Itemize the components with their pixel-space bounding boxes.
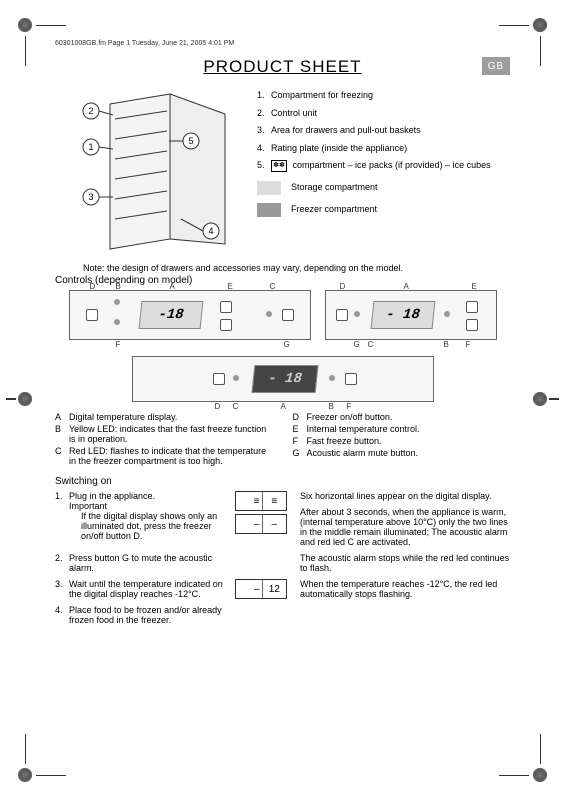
control-panel-3: - 18 D C A B F <box>132 356 434 402</box>
step-4: Place food to be frozen and/or already f… <box>69 605 225 625</box>
step-3-right: When the temperature reaches -12°C, the … <box>300 579 510 599</box>
page-title: PRODUCT SHEET <box>203 57 361 77</box>
storage-swatch <box>257 181 281 195</box>
part-3: Area for drawers and pull-out baskets <box>271 124 421 138</box>
svg-text:4: 4 <box>208 226 213 236</box>
control-panels: D B A E C -18 F G D A E <box>55 290 510 402</box>
freezer-swatch <box>257 203 281 217</box>
storage-label: Storage compartment <box>291 181 378 195</box>
freezer-label: Freezer compartment <box>291 203 377 217</box>
switch-r2: After about 3 seconds, when the applianc… <box>300 507 510 547</box>
display-1: -18 <box>138 301 203 329</box>
part-4: Rating plate (inside the appliance) <box>271 142 407 156</box>
display-2: - 18 <box>370 301 435 329</box>
step-1: Plug in the appliance. <box>69 491 155 501</box>
svg-text:1: 1 <box>88 142 93 152</box>
step-3: Wait until the temperature indicated on … <box>69 579 225 599</box>
parts-legend: 1.Compartment for freezing 2.Control uni… <box>257 89 510 259</box>
print-meta: 60301008GB.fm Page 1 Tuesday, June 21, 2… <box>55 40 510 47</box>
part-2: Control unit <box>271 107 317 121</box>
step-2-right: The acoustic alarm stops while the red l… <box>300 553 510 573</box>
ice-icon: ✽✽ <box>271 160 287 172</box>
step-2: Press button G to mute the acoustic alar… <box>69 553 225 573</box>
controls-heading: Controls (depending on model) <box>55 275 510 286</box>
switching-on: Switching on 1.Plug in the appliance. Im… <box>55 476 510 625</box>
svg-text:3: 3 <box>88 192 93 202</box>
switching-heading: Switching on <box>55 476 510 487</box>
control-panel-2: D A E - 18 G C B F <box>325 290 497 340</box>
controls-key: ADigital temperature display. BYellow LE… <box>55 412 510 468</box>
step-1-important-text: If the digital display shows only an ill… <box>55 511 225 541</box>
switch-r1: Six horizontal lines appear on the digit… <box>300 491 510 501</box>
mini-display-lines: ≡≡ <box>235 491 287 511</box>
part-5: compartment – ice packs (if provided) – … <box>290 160 491 170</box>
mini-display-12: –12 <box>235 579 287 599</box>
svg-text:2: 2 <box>88 106 93 116</box>
part-1: Compartment for freezing <box>271 89 373 103</box>
display-3: - 18 <box>251 365 318 393</box>
control-panel-1: D B A E C -18 F G <box>69 290 311 340</box>
freezer-diagram: 2 1 3 5 4 <box>55 89 245 259</box>
mini-display-mid: –– <box>235 514 287 534</box>
svg-text:5: 5 <box>188 136 193 146</box>
lang-badge: GB <box>482 57 510 75</box>
note-design: Note: the design of drawers and accessor… <box>83 263 510 273</box>
step-1-important: Important <box>55 501 225 511</box>
